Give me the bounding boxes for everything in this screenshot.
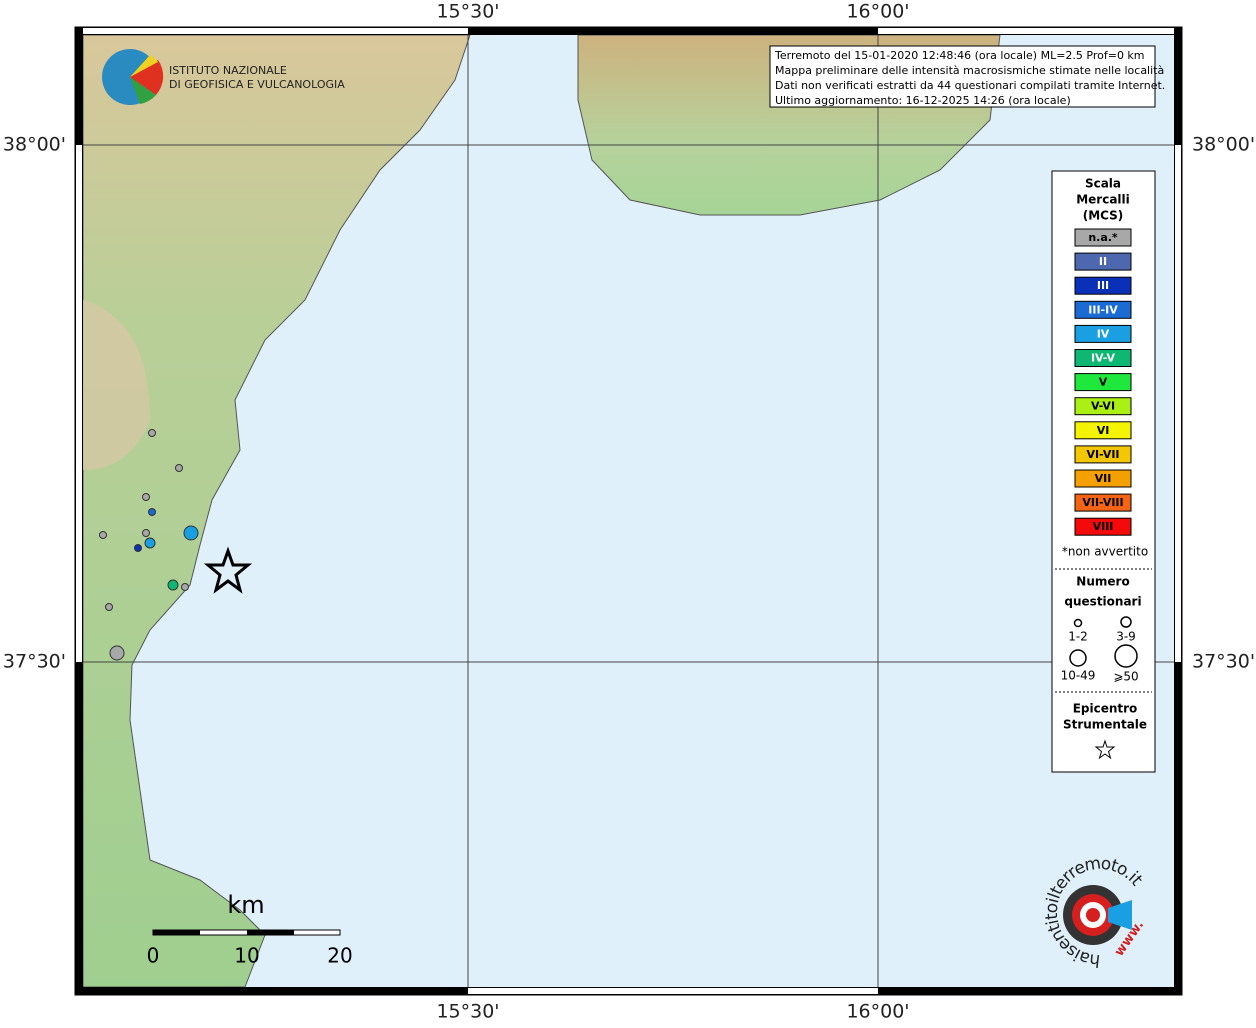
epicenter-star bbox=[203, 546, 253, 594]
legend-label: VIII bbox=[1093, 520, 1114, 533]
frame-outline bbox=[74, 26, 1183, 996]
legend-swatch bbox=[1074, 493, 1132, 512]
legend-label: III bbox=[1097, 279, 1109, 292]
felt-marker bbox=[181, 583, 189, 591]
info-line: Dati non verificati estratti da 44 quest… bbox=[775, 79, 1165, 92]
felt-markers bbox=[99, 429, 199, 661]
felt-marker bbox=[144, 537, 156, 549]
felt-marker bbox=[142, 493, 150, 501]
felt-marker bbox=[175, 464, 183, 472]
legend-swatch bbox=[1074, 324, 1132, 343]
felt-marker bbox=[134, 544, 142, 552]
lat-label: 37°30' bbox=[3, 651, 66, 673]
felt-marker bbox=[148, 429, 156, 437]
legend-label: IV-V bbox=[1091, 352, 1116, 365]
lat-label: 38°00' bbox=[1192, 134, 1255, 156]
count-title: Numero bbox=[1076, 575, 1129, 589]
info-box: Terremoto del 15-01-2020 12:48:46 (ora l… bbox=[769, 45, 1165, 108]
lat-label: 37°30' bbox=[1192, 651, 1255, 673]
lat-label: 38°00' bbox=[3, 134, 66, 156]
legend-label: V bbox=[1099, 376, 1108, 389]
legend-label: n.a.* bbox=[1088, 231, 1118, 244]
legend-swatch bbox=[1074, 421, 1132, 440]
legend-label: II bbox=[1099, 255, 1107, 268]
count-symbol bbox=[1073, 618, 1083, 628]
scale-seg bbox=[247, 930, 294, 935]
legend-swatch bbox=[1074, 445, 1132, 464]
lon-label: 16°00' bbox=[846, 1001, 909, 1023]
lon-label: 16°00' bbox=[846, 1, 909, 23]
legend-swatch bbox=[1074, 252, 1132, 271]
epicenter-symbol bbox=[1094, 739, 1116, 760]
land-calabria bbox=[82, 34, 471, 988]
scale-label: 0 bbox=[147, 944, 160, 968]
count-label: ⩾50 bbox=[1113, 670, 1138, 684]
epicenter-title: Strumentale bbox=[1063, 718, 1147, 732]
legend-label: VI-VII bbox=[1086, 448, 1119, 461]
count-label: 1-2 bbox=[1068, 630, 1088, 644]
scale-bar: km 0 10 20 bbox=[147, 891, 353, 968]
scale-unit: km bbox=[227, 891, 264, 919]
frame-segments bbox=[76, 28, 1181, 994]
info-frame bbox=[769, 45, 1156, 108]
felt-marker bbox=[109, 645, 125, 661]
logo-segment bbox=[130, 77, 156, 104]
legend-swatch bbox=[1074, 228, 1132, 247]
info-line: Terremoto del 15-01-2020 12:48:46 (ora l… bbox=[774, 49, 1145, 62]
relief bbox=[83, 300, 150, 470]
legend-swatch bbox=[1074, 397, 1132, 416]
graticule bbox=[83, 35, 1174, 987]
legend-swatch bbox=[1074, 276, 1132, 295]
felt-marker bbox=[148, 508, 156, 516]
felt-marker bbox=[99, 531, 107, 539]
legend-label: IV bbox=[1097, 327, 1110, 340]
legend-swatch bbox=[1074, 349, 1132, 367]
legend-swatch bbox=[1074, 517, 1132, 536]
lon-label: 15°30' bbox=[436, 1001, 499, 1023]
legend-swatch bbox=[1074, 300, 1132, 319]
lon-label: 15°30' bbox=[436, 1, 499, 23]
logo-segment bbox=[130, 60, 164, 95]
legend-swatch bbox=[1074, 469, 1132, 488]
count-symbol bbox=[1069, 649, 1087, 667]
scale-label: 10 bbox=[234, 944, 259, 968]
legend-label: III-IV bbox=[1088, 303, 1118, 316]
scale-label: 20 bbox=[327, 944, 352, 968]
legend-label: VII-VIII bbox=[1082, 496, 1123, 509]
legend-title: Mercalli bbox=[1076, 193, 1130, 207]
legend-swatch bbox=[1074, 373, 1132, 392]
megaphone bbox=[1108, 900, 1132, 930]
epicenter-title: Epicentro bbox=[1073, 702, 1138, 716]
legend-title: (MCS) bbox=[1083, 209, 1124, 223]
legend-label: VII bbox=[1095, 472, 1112, 485]
count-title: questionari bbox=[1064, 595, 1141, 609]
ingv-logo: ISTITUTO NAZIONALE DI GEOFISICA E VULCAN… bbox=[102, 49, 345, 105]
count-label: 10-49 bbox=[1061, 669, 1096, 683]
legend-label: V-VI bbox=[1091, 400, 1115, 413]
felt-marker bbox=[105, 603, 113, 611]
felt-marker bbox=[142, 529, 150, 537]
count-symbol bbox=[1114, 644, 1138, 668]
legend-note: *non avvertito bbox=[1062, 545, 1148, 559]
info-line: Ultimo aggiornamento: 16-12-2025 14:26 (… bbox=[775, 94, 1071, 107]
info-line: Mappa preliminare delle intensità macros… bbox=[775, 64, 1164, 77]
count-symbol bbox=[1120, 616, 1132, 628]
scale-seg bbox=[153, 930, 200, 935]
legend-title: Scala bbox=[1085, 177, 1121, 191]
institute-name: DI GEOFISICA E VULCANOLOGIA bbox=[169, 78, 345, 91]
felt-marker bbox=[183, 525, 199, 541]
legend-label: VI bbox=[1097, 424, 1110, 437]
target bbox=[1086, 908, 1100, 922]
count-label: 3-9 bbox=[1116, 630, 1136, 644]
felt-marker bbox=[167, 579, 179, 591]
logo-segment bbox=[130, 55, 158, 77]
legend: ScalaMercalli(MCS)n.a.*IIIIIIII-IVIVIV-V… bbox=[1051, 170, 1156, 773]
institute-name: ISTITUTO NAZIONALE bbox=[169, 64, 287, 77]
